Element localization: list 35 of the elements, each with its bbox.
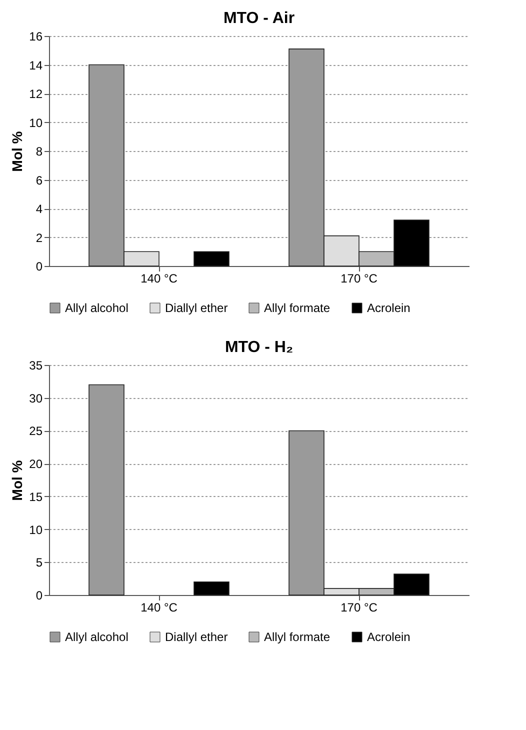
x-tick-label: 140 °C xyxy=(140,272,178,286)
legend-label: Diallyl ether xyxy=(165,630,228,644)
legend-label: Diallyl ether xyxy=(165,301,228,315)
chart-title: MTO - Air xyxy=(223,10,295,27)
legend-label: Allyl alcohol xyxy=(65,301,128,315)
y-tick-label: 8 xyxy=(36,144,43,158)
y-axis-title: Mol % xyxy=(9,460,26,501)
y-tick-label: 5 xyxy=(36,556,43,570)
x-tick-label: 140 °C xyxy=(140,600,178,614)
chart-title: MTO - H₂ xyxy=(224,339,294,356)
y-tick-label: 2 xyxy=(36,230,43,245)
y-tick-label: 10 xyxy=(29,116,43,130)
y-axis-title: Mol % xyxy=(9,130,26,172)
x-tick-label: 170 °C xyxy=(340,272,378,286)
y-tick-label: 35 xyxy=(29,358,43,372)
y-tick-label: 30 xyxy=(29,391,43,406)
y-tick-label: 20 xyxy=(29,457,43,472)
y-tick-label: 12 xyxy=(29,87,43,101)
y-tick-label: 15 xyxy=(29,490,43,504)
y-tick-label: 14 xyxy=(29,58,43,72)
x-tick-label: 170 °C xyxy=(340,600,378,614)
y-tick-label: 4 xyxy=(36,202,43,216)
legend-label: Allyl alcohol xyxy=(65,630,128,644)
y-tick-label: 0 xyxy=(36,260,43,274)
y-tick-label: 10 xyxy=(29,522,43,537)
y-tick-label: 0 xyxy=(36,588,43,602)
bar xyxy=(194,251,230,266)
y-tick-label: 6 xyxy=(36,173,43,188)
bar xyxy=(194,581,230,596)
legend-label: Allyl formate xyxy=(264,630,330,644)
y-tick-label: 25 xyxy=(29,424,43,438)
legend-label: Allyl formate xyxy=(264,301,330,315)
legend-label: Acrolein xyxy=(367,630,410,644)
y-tick-label: 16 xyxy=(29,30,43,44)
legend-label: Acrolein xyxy=(367,301,410,315)
